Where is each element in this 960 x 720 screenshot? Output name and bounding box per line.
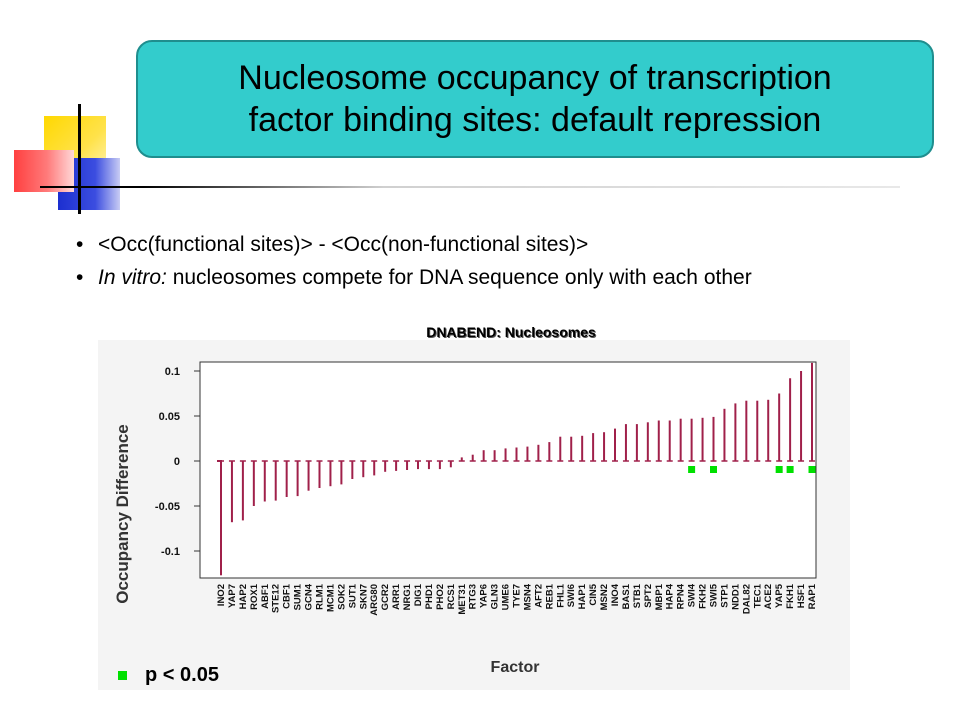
category-label: ABF1 bbox=[260, 583, 271, 609]
significance-markers bbox=[688, 466, 816, 473]
bullet-marker: • bbox=[76, 233, 84, 256]
category-label: SWI4 bbox=[687, 583, 698, 607]
category-label: TYE7 bbox=[512, 584, 523, 608]
category-label: STB1 bbox=[632, 583, 643, 608]
category-label: ARR1 bbox=[391, 583, 402, 610]
category-label: INO2 bbox=[216, 584, 227, 606]
category-label: ARG80 bbox=[369, 584, 380, 616]
category-label: SOK2 bbox=[336, 584, 347, 610]
chart-title: DNABEND: Nucleosomes bbox=[426, 324, 596, 340]
y-axis-label: Occupancy Difference bbox=[113, 424, 132, 604]
category-label: HAP1 bbox=[577, 583, 588, 609]
category-label: MBP1 bbox=[654, 583, 665, 610]
decor-red-square bbox=[14, 150, 74, 192]
bullet-text: <Occ(functional sites)> - <Occ(non-funct… bbox=[98, 233, 589, 256]
category-label: GCN4 bbox=[304, 583, 315, 610]
category-label: NDD1 bbox=[730, 583, 741, 610]
category-label: UME6 bbox=[501, 584, 512, 610]
category-label: NRG1 bbox=[402, 583, 413, 610]
category-label: CIN5 bbox=[588, 583, 599, 605]
category-label: MSN4 bbox=[522, 583, 533, 610]
significance-marker-yap5 bbox=[775, 466, 783, 473]
category-label: SUT1 bbox=[347, 583, 358, 608]
bullet-prefix: In vitro: bbox=[98, 266, 167, 289]
legend-swatch bbox=[118, 671, 127, 680]
category-label: RLM1 bbox=[315, 583, 326, 610]
legend: p < 0.05 bbox=[118, 664, 219, 687]
category-label: SWI5 bbox=[709, 583, 720, 607]
category-label: AFT2 bbox=[533, 584, 544, 608]
bullet-text: nucleosomes compete for DNA sequence onl… bbox=[166, 266, 752, 289]
y-tick-label: 0.05 bbox=[159, 411, 180, 423]
category-label: ACE2 bbox=[763, 584, 774, 609]
category-label: HAP4 bbox=[665, 583, 676, 609]
category-label: STE12 bbox=[271, 584, 282, 613]
y-tick-label: -0.1 bbox=[161, 546, 180, 558]
category-label: RPN4 bbox=[676, 583, 687, 609]
plot-area bbox=[199, 361, 817, 579]
category-label: FKH2 bbox=[698, 584, 709, 609]
significance-marker-fkh1 bbox=[786, 466, 794, 473]
category-label: FHL1 bbox=[555, 583, 566, 607]
y-tick-label: 0 bbox=[174, 456, 180, 468]
significance-marker-swi5 bbox=[710, 466, 717, 473]
category-label: SPT2 bbox=[643, 584, 654, 608]
slide-title-line-2: factor binding sites: default repression bbox=[248, 101, 822, 139]
bullet-item-1: • <Occ(functional sites)> - <Occ(non-func… bbox=[76, 233, 588, 257]
chart-title-shadow: DNABEND: Nucleosomes bbox=[427, 325, 597, 341]
category-label: INO4 bbox=[610, 583, 621, 606]
bars bbox=[217, 362, 815, 576]
category-label: PHD1 bbox=[424, 583, 435, 609]
chart: DNABEND: Nucleosomes DNABEND: Nucleosome… bbox=[98, 324, 850, 690]
category-label: REB1 bbox=[544, 583, 555, 609]
category-label: CBF1 bbox=[282, 583, 293, 609]
significance-marker-swi4 bbox=[688, 466, 696, 473]
category-label: SUM1 bbox=[293, 583, 304, 610]
category-label: MSN2 bbox=[599, 584, 610, 610]
category-label: DIG1 bbox=[413, 583, 424, 606]
category-label: HSF1 bbox=[796, 583, 807, 608]
legend-label: p < 0.05 bbox=[145, 664, 219, 686]
category-label: RTG3 bbox=[468, 584, 479, 609]
y-tick-label: -0.05 bbox=[155, 501, 180, 513]
category-label: TEC1 bbox=[752, 583, 763, 608]
category-label: DAL82 bbox=[741, 584, 752, 614]
category-label: SKN7 bbox=[358, 584, 369, 609]
category-label: HAP2 bbox=[238, 584, 249, 609]
category-label: RCS1 bbox=[446, 583, 457, 609]
category-label: ROX1 bbox=[249, 583, 260, 610]
bullet-marker: • bbox=[76, 266, 84, 289]
slide-title-line-1: Nucleosome occupancy of transcription bbox=[238, 59, 832, 97]
decor-vertical-line bbox=[78, 104, 81, 214]
slide-title-box: Nucleosome occupancy of transcription fa… bbox=[136, 40, 934, 158]
category-label: MET31 bbox=[457, 583, 468, 614]
category-label: STP1 bbox=[719, 583, 730, 607]
category-label: RAP1 bbox=[807, 583, 818, 609]
category-label: YAP6 bbox=[479, 584, 490, 608]
category-label: GCR2 bbox=[380, 584, 391, 610]
category-label: GLN3 bbox=[490, 584, 501, 609]
category-label: SWI6 bbox=[566, 584, 577, 607]
x-axis-categories: INO2 YAP7 HAP2 ROX1 ABF1 STE12 CBF1 SUM1 GCN4 RLM… bbox=[216, 583, 818, 615]
significance-marker-rap1 bbox=[808, 466, 816, 473]
category-label: YAP5 bbox=[774, 583, 785, 608]
bullet-item-2: • In vitro: nucleosomes compete for DNA s… bbox=[76, 266, 752, 290]
y-axis-ticks: 0.1 0.05 0 -0.05 -0.1 bbox=[155, 366, 200, 558]
category-label: FKH1 bbox=[785, 583, 796, 609]
category-label: PHO2 bbox=[435, 584, 446, 610]
category-label: MCM1 bbox=[325, 583, 336, 612]
category-label: YAP7 bbox=[227, 584, 238, 608]
category-label: BAS1 bbox=[621, 583, 632, 609]
y-tick-label: 0.1 bbox=[165, 366, 180, 378]
x-axis-label: Factor bbox=[491, 659, 540, 676]
decor-horizontal-line bbox=[40, 186, 900, 188]
